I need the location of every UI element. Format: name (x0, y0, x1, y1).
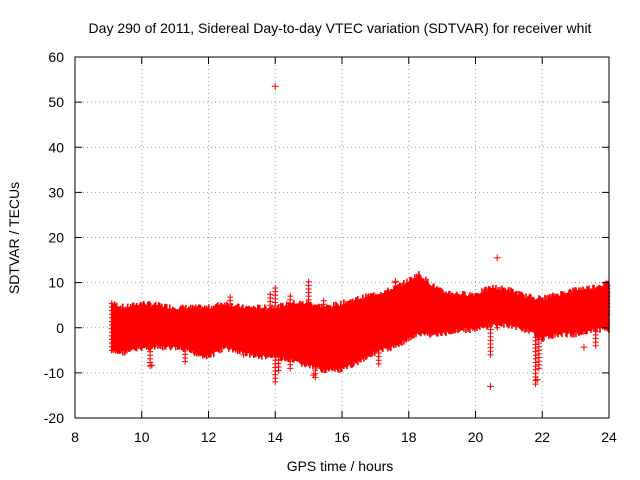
data-spike (275, 309, 282, 374)
data-spike (217, 302, 224, 327)
data-spike (182, 322, 189, 365)
data-spike (375, 335, 382, 367)
data-spike (494, 306, 501, 331)
data-spike (320, 297, 327, 322)
data-spike (227, 294, 234, 322)
x-tick-label: 12 (201, 429, 217, 445)
x-tick-label: 16 (334, 429, 350, 445)
data-point-outlier (310, 371, 318, 379)
data-point-outlier (493, 254, 501, 262)
data-spike (592, 317, 599, 349)
y-tick-label: 20 (48, 230, 64, 246)
data-point-outlier (148, 361, 156, 369)
y-tick-label: -20 (44, 410, 64, 426)
data-point-outlier (580, 343, 588, 351)
y-tick-label: 40 (48, 139, 64, 155)
x-tick-label: 22 (534, 429, 550, 445)
data-point-outlier (487, 382, 495, 390)
data-spike (147, 316, 154, 370)
x-tick-label: 14 (267, 429, 283, 445)
data-spike (535, 318, 542, 372)
data-points (108, 82, 611, 390)
x-tick-label: 8 (71, 429, 79, 445)
data-spike (287, 293, 294, 372)
data-spike (240, 326, 247, 358)
y-tick-label: 60 (48, 49, 64, 65)
data-point-outlier (533, 376, 541, 384)
data-spike (487, 315, 494, 358)
data-spike (532, 334, 539, 388)
chart-title: Day 290 of 2011, Sidereal Day-to-day VTE… (89, 20, 592, 36)
data-point-outlier (391, 277, 399, 285)
x-axis-label: GPS time / hours (287, 458, 394, 474)
y-tick-label: 10 (48, 275, 64, 291)
data-point-outlier (271, 82, 279, 90)
x-tick-label: 18 (401, 429, 417, 445)
x-tick-label: 10 (134, 429, 150, 445)
y-tick-label: 30 (48, 184, 64, 200)
y-tick-label: 0 (56, 320, 64, 336)
data-spike (267, 291, 274, 327)
y-tick-label: 50 (48, 94, 64, 110)
grid (75, 57, 609, 418)
x-tick-label: 24 (601, 429, 617, 445)
y-tick-label: -10 (44, 365, 64, 381)
y-axis-label: SDTVAR / TECUs (6, 182, 22, 294)
axis-ticks: 8 10 12 14 16 18 20 22 24 -20 -10 0 10 20 30 40 50 60 (44, 49, 617, 445)
x-tick-label: 20 (468, 429, 484, 445)
data-spike (305, 278, 312, 318)
data-spike (108, 300, 115, 354)
